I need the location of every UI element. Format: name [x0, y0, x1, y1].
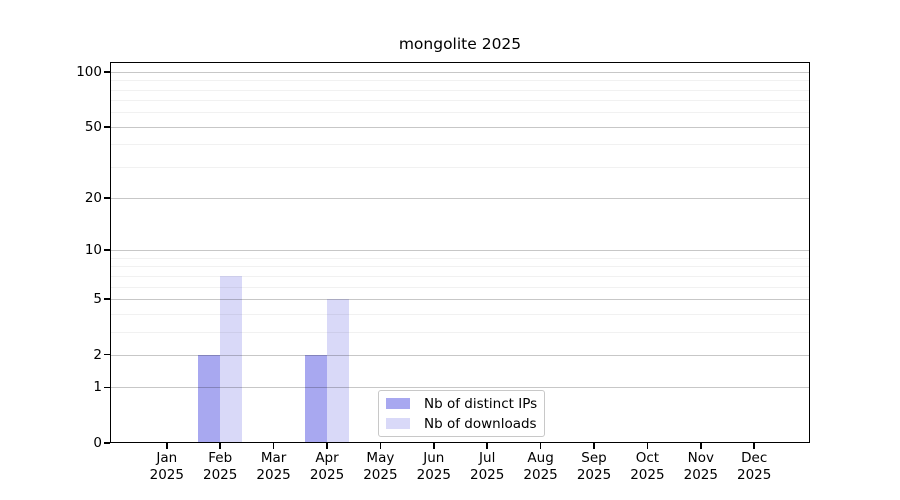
y-tick-label: 100	[76, 63, 102, 80]
x-tick-label: May 2025	[363, 450, 398, 483]
bar-downloads	[220, 275, 242, 443]
minor-gridline	[110, 80, 810, 82]
x-tick-label: Mar 2025	[256, 450, 291, 483]
major-gridline	[110, 126, 810, 128]
y-tick-label: 0	[93, 435, 102, 451]
y-tick-mark	[104, 71, 110, 73]
x-tick-mark	[593, 443, 595, 449]
y-tick-mark	[104, 197, 110, 199]
legend-label: Nb of downloads	[424, 415, 537, 432]
y-tick-label: 5	[93, 290, 102, 307]
minor-gridline	[110, 100, 810, 102]
x-tick-mark	[646, 443, 649, 449]
plot-area: Nb of distinct IPs Nb of downloads	[110, 62, 810, 443]
minor-gridline	[110, 266, 810, 268]
x-tick-mark	[486, 443, 488, 449]
legend: Nb of distinct IPs Nb of downloads	[378, 390, 545, 437]
y-tick-mark	[104, 386, 110, 389]
minor-gridline	[110, 166, 810, 168]
x-tick-mark	[379, 443, 382, 449]
x-tick-label: Dec 2025	[737, 450, 772, 483]
legend-swatch-distinct-ips	[386, 398, 410, 409]
legend-swatch-downloads	[386, 418, 410, 429]
y-tick-label: 10	[84, 242, 102, 259]
x-tick-mark	[326, 443, 328, 449]
x-tick-mark	[166, 443, 168, 449]
minor-gridline	[110, 89, 810, 91]
y-tick-mark	[104, 298, 110, 300]
x-tick-label: Jul 2025	[470, 450, 505, 483]
y-tick-label: 50	[84, 118, 102, 135]
x-tick-label: Apr 2025	[309, 450, 345, 483]
bar-downloads	[327, 298, 349, 443]
bar-distinct-ips	[305, 354, 327, 443]
x-tick-label: Feb 2025	[203, 450, 238, 483]
x-tick-label: Jun 2025	[416, 450, 451, 483]
x-tick-label: Sep 2025	[576, 450, 612, 483]
x-tick-mark	[219, 443, 221, 449]
major-gridline	[110, 354, 810, 356]
x-tick-label: Nov 2025	[683, 450, 718, 483]
legend-item-downloads: Nb of downloads	[386, 414, 538, 434]
minor-gridline	[110, 331, 810, 333]
x-tick-label: Aug 2025	[523, 450, 558, 483]
minor-gridline	[110, 144, 810, 146]
x-tick-mark	[433, 443, 435, 449]
x-tick-mark	[753, 443, 755, 449]
x-tick-mark	[272, 443, 275, 449]
major-gridline	[110, 198, 810, 200]
chart-title: mongolite 2025	[398, 35, 522, 53]
major-gridline	[110, 250, 810, 252]
minor-gridline	[110, 257, 810, 259]
y-tick-mark	[104, 249, 110, 251]
legend-label: Nb of distinct IPs	[424, 395, 538, 412]
legend-item-distinct-ips: Nb of distinct IPs	[386, 394, 538, 414]
x-tick-label: Jan 2025	[149, 450, 184, 483]
y-tick-label: 20	[84, 190, 102, 207]
minor-gridline	[110, 286, 810, 288]
minor-gridline	[110, 275, 810, 277]
x-tick-mark	[700, 443, 702, 449]
major-gridline	[110, 298, 810, 300]
bar-distinct-ips	[198, 354, 221, 443]
major-gridline	[110, 387, 810, 389]
major-gridline	[110, 71, 810, 73]
y-tick-mark	[104, 353, 110, 356]
minor-gridline	[110, 112, 810, 114]
y-tick-label: 2	[93, 346, 102, 363]
y-tick-mark	[104, 126, 110, 128]
y-tick-label: 1	[93, 379, 102, 396]
x-tick-mark	[539, 443, 542, 449]
minor-gridline	[110, 313, 810, 315]
x-tick-label: Oct 2025	[630, 450, 665, 483]
y-tick-mark	[104, 442, 110, 444]
